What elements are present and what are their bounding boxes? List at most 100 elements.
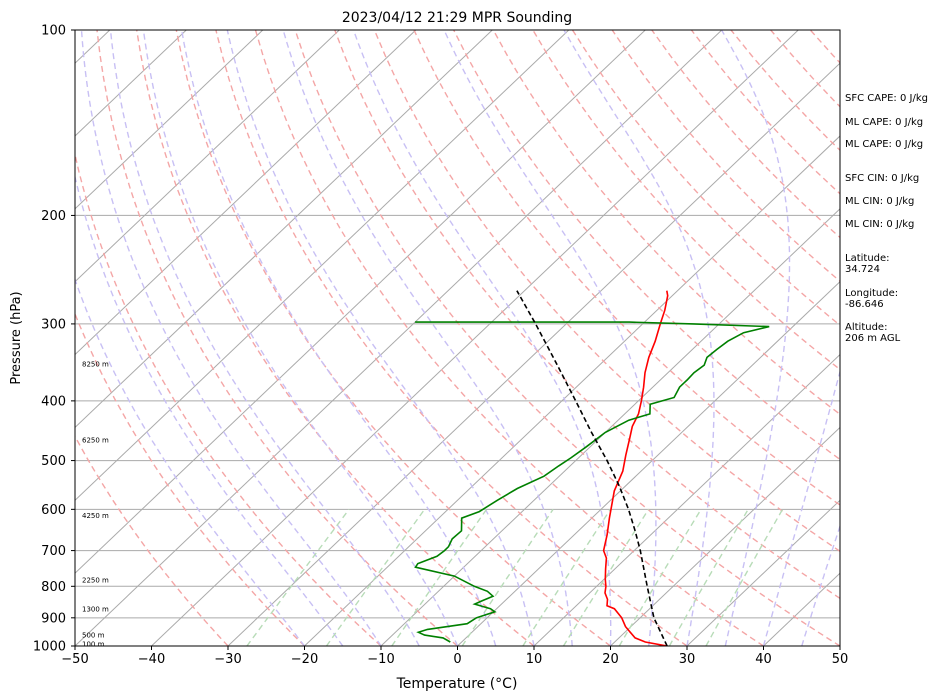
moist-adiabat <box>801 524 840 646</box>
dry-adiabat <box>453 30 840 461</box>
moist-adiabat <box>762 369 840 646</box>
y-tick-label: 1000 <box>33 640 66 655</box>
moist-adiabat <box>75 174 344 646</box>
isotherm <box>75 30 646 574</box>
dry-adiabat <box>75 312 305 646</box>
isotherm <box>75 30 340 283</box>
dry-adiabat <box>492 30 840 416</box>
height-label: 500 m <box>82 632 105 640</box>
height-label: 100 m <box>82 640 105 648</box>
isotherm <box>686 499 840 646</box>
height-label: 2250 m <box>82 577 109 585</box>
dry-adiabat <box>136 30 535 646</box>
dry-adiabat <box>75 434 229 646</box>
y-tick-label: 800 <box>41 580 66 595</box>
mixing-ratio-line <box>562 508 650 646</box>
dry-adiabat <box>254 30 764 646</box>
y-tick-label: 400 <box>41 394 66 409</box>
dry-adiabat <box>215 30 688 646</box>
mixing-ratio-line <box>246 508 350 646</box>
mixing-ratio-line <box>325 508 426 646</box>
altitude-block: Altitude: 206 m AGL <box>845 322 901 344</box>
isotherm <box>75 30 723 646</box>
x-tick-label: −50 <box>61 652 88 667</box>
moist-adiabat <box>75 277 306 646</box>
height-label: 6250 m <box>82 436 109 444</box>
x-tick-label: 0 <box>453 652 461 667</box>
stat-sfc-cin: SFC CIN: 0 J/kg <box>845 173 920 184</box>
stat-ml-cin-2: ML CIN: 0 J/kg <box>845 219 915 230</box>
mixing-ratio-line <box>668 508 749 646</box>
chart-title: 2023/04/12 21:29 MPR Sounding <box>342 10 572 26</box>
mixing-ratio-line <box>391 508 488 646</box>
isotherm <box>75 30 493 429</box>
x-tick-label: −10 <box>367 652 394 667</box>
latitude-block: Latitude: 34.724 <box>845 253 890 275</box>
height-label: 1300 m <box>82 606 109 614</box>
height-label: 4250 m <box>82 512 109 520</box>
dry-adiabat <box>175 30 611 646</box>
isotherm <box>75 30 187 137</box>
temperature-line <box>602 290 669 646</box>
stat-ml-cape: ML CAPE: 0 J/kg <box>845 117 924 128</box>
stat-ml-cin: ML CIN: 0 J/kg <box>845 196 915 207</box>
moist-adiabat <box>142 30 459 646</box>
y-tick-label: 600 <box>41 503 66 518</box>
x-tick-label: 10 <box>526 652 543 667</box>
mixing-ratio-line <box>705 508 784 646</box>
dry-adiabat <box>532 30 840 371</box>
y-tick-label: 700 <box>41 544 66 559</box>
moist-adiabat <box>282 30 573 646</box>
isotherm <box>610 426 840 646</box>
x-tick-label: 40 <box>755 652 772 667</box>
moist-adiabat <box>109 30 420 646</box>
dewpoint-line <box>414 321 770 643</box>
height-label: 8250 m <box>82 361 109 369</box>
moist-adiabat <box>352 30 612 646</box>
y-tick-label: 900 <box>41 611 66 626</box>
dry-adiabat <box>571 30 840 327</box>
moist-adiabat <box>443 30 657 646</box>
isotherm <box>533 353 840 646</box>
isotherm <box>227 62 840 646</box>
x-axis-label: Temperature (°C) <box>396 676 518 692</box>
stat-ml-cape-2: ML CAPE: 0 J/kg <box>845 139 924 150</box>
dry-adiabat <box>373 30 840 553</box>
mixing-ratio-line <box>461 508 554 646</box>
y-tick-label: 500 <box>41 454 66 469</box>
dry-adiabat <box>611 30 840 283</box>
x-tick-label: 20 <box>602 652 619 667</box>
dry-adiabat <box>413 30 840 506</box>
x-tick-label: −40 <box>138 652 165 667</box>
dry-adiabat <box>96 30 458 646</box>
dry-adiabat <box>334 30 840 600</box>
isotherm <box>304 135 840 646</box>
mixing-ratio-line <box>522 508 611 646</box>
stat-sfc-cape: SFC CAPE: 0 J/kg <box>845 93 928 104</box>
mixing-ratio-line <box>618 508 702 646</box>
moist-adiabat <box>720 30 791 646</box>
y-tick-label: 100 <box>41 24 66 39</box>
dry-adiabat <box>294 30 840 646</box>
x-tick-label: −30 <box>214 652 241 667</box>
plot-frame <box>74 29 841 647</box>
moist-adiabat <box>80 30 382 646</box>
stats-panel: SFC CAPE: 0 J/kg ML CAPE: 0 J/kg ML CAPE… <box>845 0 928 344</box>
isotherm <box>457 281 840 646</box>
isotherm <box>151 30 799 646</box>
moist-adiabat <box>181 30 497 646</box>
x-tick-label: −20 <box>291 652 318 667</box>
isotherm <box>75 30 417 356</box>
longitude-block: Longitude: -86.646 <box>845 288 899 310</box>
isotherm <box>75 30 264 210</box>
y-axis-label: Pressure (hPa) <box>9 291 24 384</box>
isotherm <box>75 30 570 501</box>
isotherm <box>380 208 840 646</box>
y-tick-label: 300 <box>41 317 66 332</box>
dry-adiabat <box>75 151 382 646</box>
x-tick-label: 50 <box>832 652 849 667</box>
y-tick-label: 200 <box>41 209 66 224</box>
x-tick-label: 30 <box>679 652 696 667</box>
moist-adiabat <box>226 30 535 646</box>
